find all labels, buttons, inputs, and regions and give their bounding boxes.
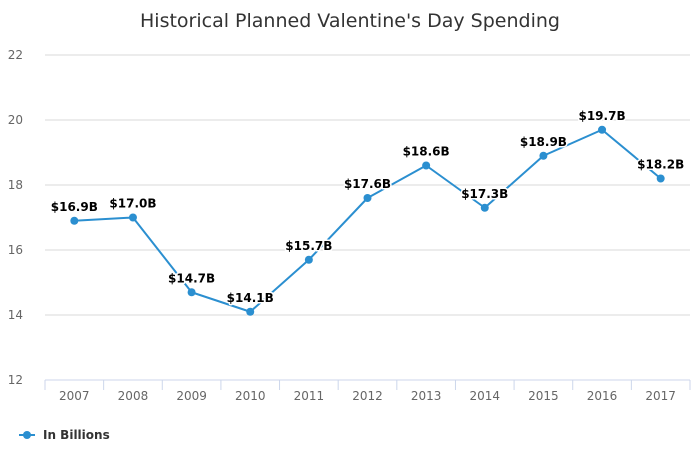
data-point[interactable] xyxy=(539,151,548,160)
data-point[interactable] xyxy=(304,255,313,264)
y-tick-label: 12 xyxy=(8,373,23,387)
data-label: $19.7B xyxy=(578,109,625,123)
x-tick-label: 2010 xyxy=(235,389,266,403)
legend[interactable]: In Billions xyxy=(19,428,110,442)
x-tick-label: 2009 xyxy=(176,389,207,403)
y-tick-label: 22 xyxy=(8,48,23,62)
gridlines xyxy=(45,54,690,316)
data-label: $17.6B xyxy=(344,177,391,191)
data-label: $17.0B xyxy=(109,197,156,211)
data-point[interactable] xyxy=(246,307,255,316)
y-tick-label: 16 xyxy=(8,243,23,257)
x-tick-label: 2012 xyxy=(352,389,383,403)
y-tick-label: 18 xyxy=(8,178,23,192)
data-label: $18.6B xyxy=(403,145,450,159)
x-tick-label: 2015 xyxy=(528,389,559,403)
y-tick-label: 20 xyxy=(8,113,23,127)
data-label: $16.9B xyxy=(51,200,98,214)
data-label: $14.7B xyxy=(168,271,215,285)
x-tick-label: 2007 xyxy=(59,389,90,403)
x-tick-label: 2016 xyxy=(587,389,618,403)
data-labels: $16.9B $17.0B $14.7B $14.1B $15.7B $17.6B $18.… xyxy=(49,107,685,306)
series-in-billions[interactable] xyxy=(70,125,665,316)
data-label: $18.2B xyxy=(637,158,684,172)
legend-marker xyxy=(23,431,31,439)
legend-label: In Billions xyxy=(43,428,110,442)
y-tick-label: 14 xyxy=(8,308,23,322)
x-tick-label: 2008 xyxy=(118,389,149,403)
series-line xyxy=(74,128,662,313)
data-point[interactable] xyxy=(70,216,79,225)
data-label: $18.9B xyxy=(520,135,567,149)
data-point[interactable] xyxy=(363,194,372,202)
x-tick-label: 2013 xyxy=(411,389,442,403)
data-point[interactable] xyxy=(187,288,196,297)
chart-title: Historical Planned Valentine's Day Spend… xyxy=(140,10,560,32)
data-point[interactable] xyxy=(128,213,137,222)
data-point[interactable] xyxy=(422,161,431,170)
x-tick-label: 2014 xyxy=(469,389,500,403)
x-tick-label: 2017 xyxy=(645,389,676,403)
data-point[interactable] xyxy=(598,125,607,134)
y-axis-ticks: 12 14 16 18 20 22 xyxy=(8,48,23,387)
data-label: $17.3B xyxy=(461,187,508,201)
data-label: $15.7B xyxy=(285,239,332,253)
data-label: $14.1B xyxy=(227,291,274,305)
data-point[interactable] xyxy=(480,203,489,212)
x-axis-ticks: 2007 2008 2009 2010 2011 2012 2013 2014 2015 2016… xyxy=(44,380,691,403)
data-point[interactable] xyxy=(656,174,665,183)
x-tick-label: 2011 xyxy=(294,389,325,403)
